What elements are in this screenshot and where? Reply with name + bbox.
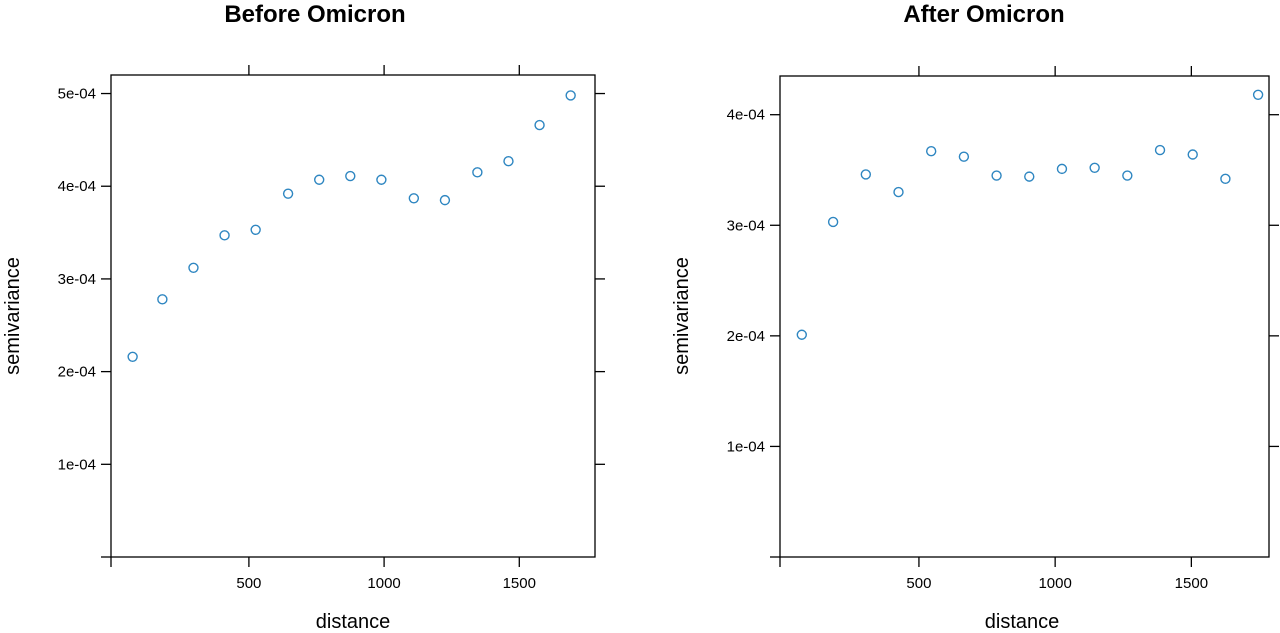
- y-tick-label: 5e-04: [58, 86, 96, 103]
- y-axis: 1e-04 2e-04 3e-04 4e-04: [727, 107, 1279, 558]
- x-axis-label: distance: [985, 611, 1060, 633]
- data-point: [439, 194, 451, 206]
- data-point: [1089, 162, 1100, 173]
- y-axis-label: semivariance: [2, 257, 24, 375]
- data-point: [314, 174, 325, 185]
- data-point: [925, 145, 937, 157]
- x-axis: 500 1000 1500: [779, 66, 1208, 592]
- data-point: [1220, 173, 1231, 185]
- y-tick-label: 1e-04: [58, 456, 96, 473]
- x-axis: 500 1000 1500: [110, 65, 536, 592]
- data-point: [345, 170, 356, 182]
- data-point: [827, 216, 839, 228]
- data-point: [796, 329, 807, 340]
- y-tick-label: 1e-04: [727, 438, 765, 455]
- x-tick-label: 500: [906, 575, 931, 592]
- data-point: [958, 151, 970, 162]
- y-tick-label: 4e-04: [727, 107, 765, 124]
- plot-frame: [110, 74, 596, 558]
- data-point: [860, 169, 872, 180]
- x-tick-label: 500: [236, 575, 261, 592]
- data-point: [376, 174, 387, 185]
- y-tick-label: 4e-04: [58, 178, 96, 195]
- data-point: [1154, 144, 1166, 156]
- data-point: [408, 193, 420, 204]
- y-tick-label: 3e-04: [58, 271, 96, 288]
- y-axis-label: semivariance: [671, 257, 693, 375]
- panel-before-omicron: Before Omicron 1e-04 2e-04 3e-04 4e-04 5e-04…: [2, 1, 605, 633]
- x-tick-label: 1000: [1038, 575, 1071, 592]
- x-tick-label: 1000: [367, 575, 400, 592]
- data-points: [127, 90, 576, 362]
- data-point: [1122, 170, 1133, 181]
- data-points: [796, 89, 1264, 340]
- y-axis: 1e-04 2e-04 3e-04 4e-04 5e-04: [58, 86, 605, 558]
- data-point: [503, 156, 514, 167]
- chart-title: After Omicron: [903, 1, 1064, 28]
- data-point: [534, 119, 545, 131]
- data-point: [188, 262, 199, 273]
- data-point: [219, 230, 230, 241]
- data-point: [1024, 171, 1035, 182]
- data-point: [1056, 163, 1068, 175]
- x-tick-label: 1500: [1175, 575, 1208, 592]
- y-tick-label: 3e-04: [727, 217, 765, 234]
- data-point: [157, 294, 168, 305]
- chart-title: Before Omicron: [224, 1, 405, 28]
- data-point: [1252, 89, 1264, 100]
- x-tick-label: 1500: [503, 575, 536, 592]
- data-point: [282, 188, 294, 199]
- data-point: [565, 90, 576, 101]
- data-point: [1187, 149, 1198, 160]
- panel-after-omicron: After Omicron 1e-04 2e-04 3e-04 4e-04 500 10…: [671, 1, 1279, 633]
- data-point: [472, 167, 483, 178]
- y-tick-label: 2e-04: [58, 364, 96, 381]
- data-point: [893, 186, 904, 198]
- data-point: [991, 170, 1002, 181]
- x-axis-label: distance: [316, 611, 391, 633]
- data-point: [250, 224, 261, 235]
- y-tick-label: 2e-04: [727, 328, 765, 345]
- plot-frame: [779, 75, 1270, 558]
- data-point: [127, 351, 138, 362]
